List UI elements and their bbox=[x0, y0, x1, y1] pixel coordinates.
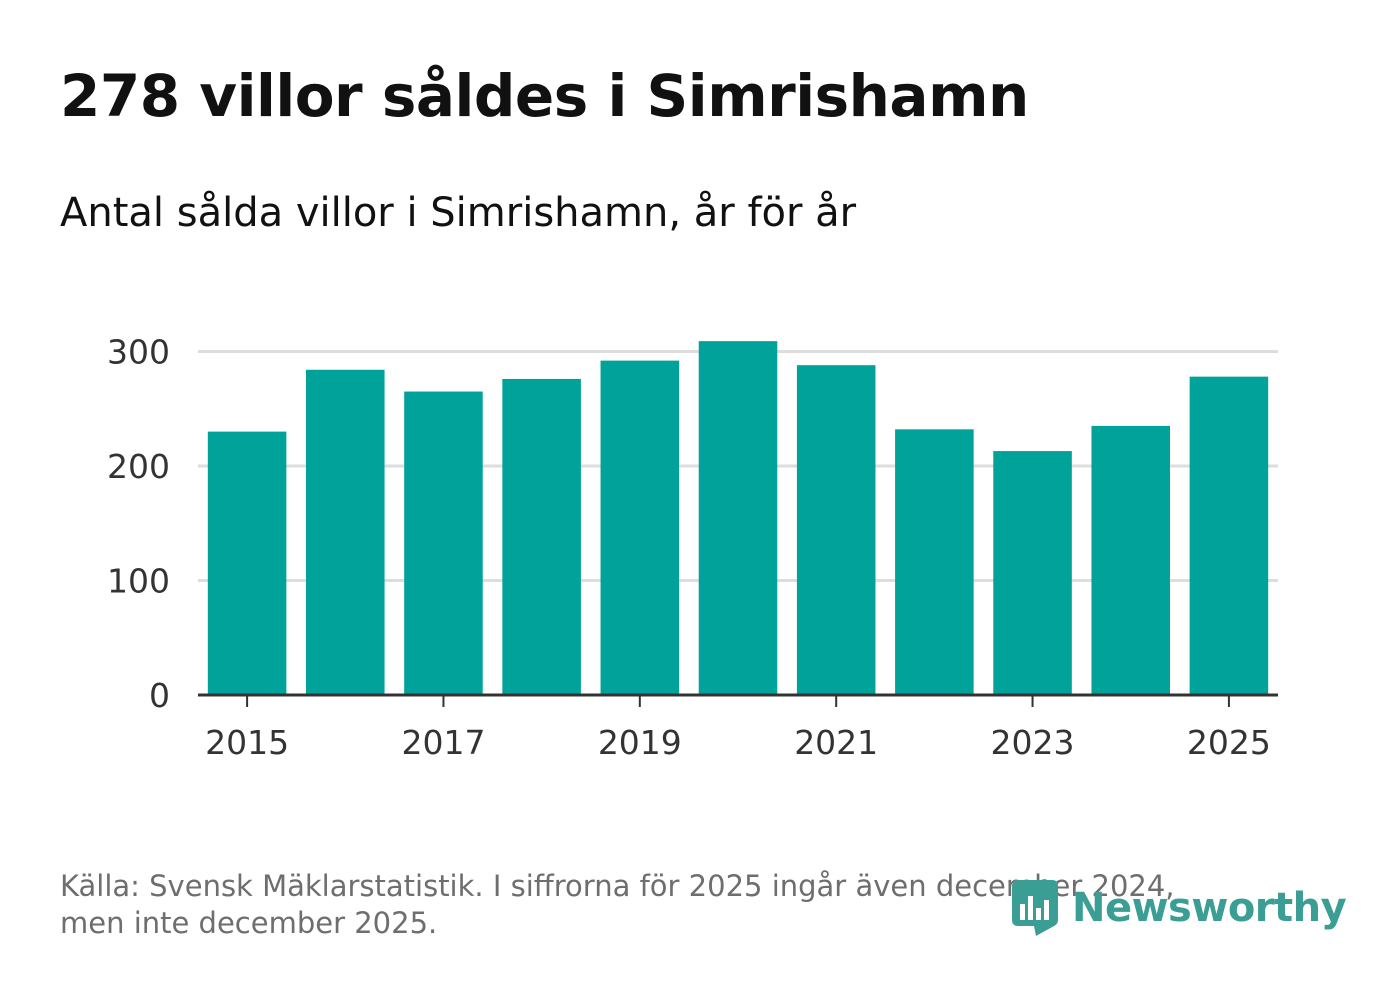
bar-2022 bbox=[895, 429, 974, 695]
source-note: Källa: Svensk Mäklarstatistik. I siffror… bbox=[60, 868, 1290, 942]
bar-2020 bbox=[698, 341, 778, 695]
bar-chart: 0 100 200 300 2015 2017 2019 2021 2023 2025 bbox=[107, 332, 1278, 762]
x-tick-label: 2015 bbox=[205, 723, 289, 762]
x-tick-label: 2023 bbox=[991, 723, 1075, 762]
bars bbox=[207, 341, 1269, 695]
y-tick-label: 200 bbox=[107, 447, 170, 486]
newsworthy-bar-chart-icon bbox=[1012, 880, 1058, 936]
bar-2019 bbox=[600, 360, 680, 695]
bar-2024 bbox=[1091, 425, 1170, 695]
axes: 0 100 200 300 2015 2017 2019 2021 2023 2025 bbox=[107, 332, 1278, 762]
bar-2016 bbox=[306, 369, 385, 695]
x-tick-label: 2021 bbox=[794, 723, 878, 762]
newsworthy-logo: Newsworthy bbox=[1010, 878, 1347, 938]
bar-2018 bbox=[502, 378, 581, 695]
source-line-1: Källa: Svensk Mäklarstatistik. I siffror… bbox=[60, 869, 1175, 903]
x-tick-label: 2017 bbox=[401, 723, 485, 762]
bar-2025 bbox=[1189, 376, 1269, 695]
y-tick-label: 0 bbox=[149, 676, 170, 715]
x-tick-label: 2019 bbox=[598, 723, 682, 762]
x-tick-label: 2025 bbox=[1187, 723, 1271, 762]
logo-text: Newsworthy bbox=[1072, 885, 1347, 931]
chart-subtitle: Antal sålda villor i Simrishamn, år för … bbox=[60, 190, 857, 236]
chart-title: 278 villor såldes i Simrishamn bbox=[60, 62, 1029, 130]
bar-2017 bbox=[404, 391, 483, 695]
y-tick-label: 300 bbox=[107, 332, 170, 371]
y-tick-label: 100 bbox=[107, 561, 170, 600]
bar-2023 bbox=[993, 451, 1072, 695]
source-line-2: men inte december 2025. bbox=[60, 906, 438, 940]
bar-2021 bbox=[796, 365, 876, 695]
bar-2015 bbox=[207, 431, 287, 695]
